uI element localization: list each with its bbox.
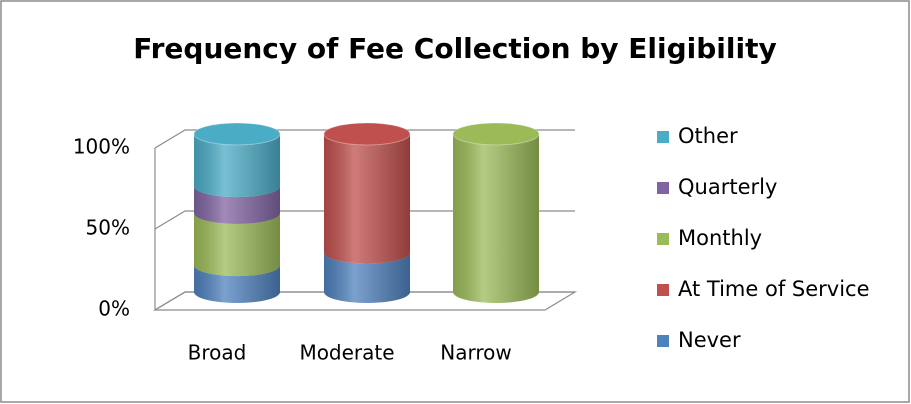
x-tick-label: Narrow: [440, 341, 511, 365]
grid-line: [154, 129, 575, 149]
legend-label: Monthly: [678, 226, 762, 250]
legend-swatch: [657, 335, 669, 347]
cylinder-top: [323, 122, 411, 146]
cylinder-shade: [453, 134, 539, 303]
chart-title: Frequency of Fee Collection by Eligibili…: [133, 32, 776, 65]
y-tick-label: 0%: [98, 297, 130, 321]
cylinder-shade: [194, 134, 280, 303]
legend-label: At Time of Service: [678, 277, 870, 301]
legend-label: Never: [678, 328, 741, 352]
grid-line: [154, 291, 575, 311]
cylinder-top: [452, 122, 540, 146]
x-tick-label: Broad: [188, 341, 247, 365]
legend-swatch: [657, 182, 669, 194]
legend-swatch: [657, 284, 669, 296]
legend-swatch: [657, 131, 669, 143]
legend-swatch: [657, 233, 669, 245]
cylinder-shade: [324, 134, 410, 303]
legend-label: Other: [678, 124, 738, 148]
grid-line: [154, 210, 575, 230]
cylinder-top: [193, 122, 281, 146]
y-tick-label: 100%: [73, 135, 130, 159]
legend-label: Quarterly: [678, 175, 777, 199]
x-tick-label: Moderate: [299, 341, 394, 365]
y-tick-label: 50%: [86, 216, 130, 240]
